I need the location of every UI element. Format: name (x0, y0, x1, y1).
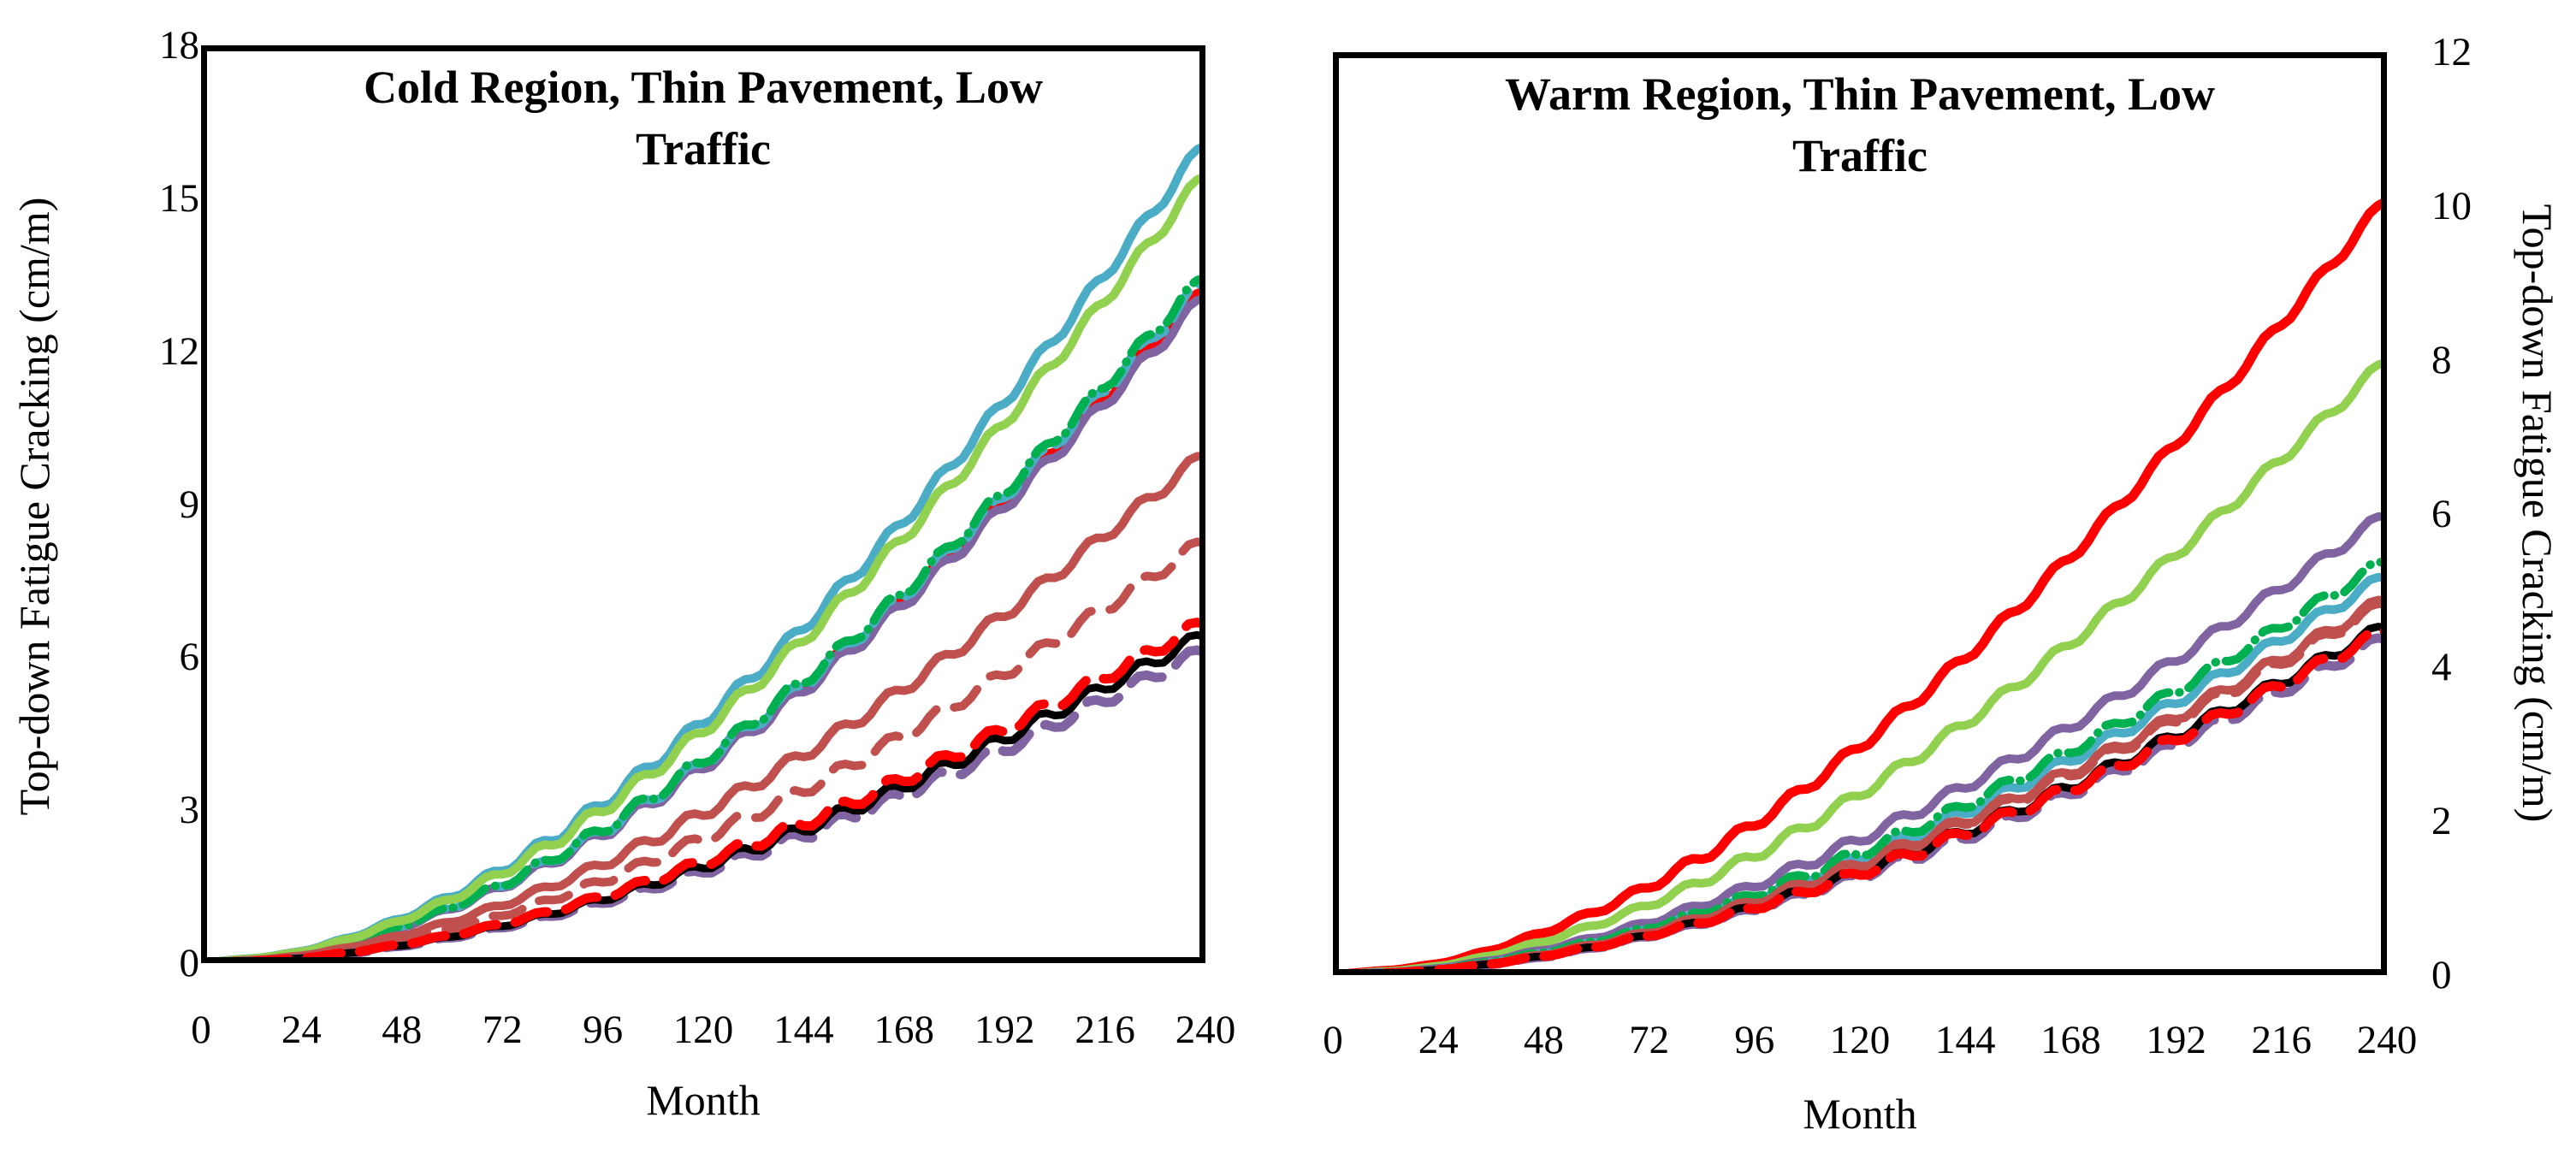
x-tick-label-120: 120 (672, 1008, 734, 1052)
y-axis-title-left: Top-down Fatigue Cracking (cm/m) (10, 197, 58, 816)
chart-title-line-2: Traffic (636, 123, 771, 174)
series-line-green-solid (1333, 358, 2387, 975)
chart-title-line-1: Cold Region, Thin Pavement, Low (363, 62, 1044, 113)
x-tick-label-96: 96 (1734, 1018, 1775, 1062)
x-tick-label-120: 120 (1829, 1018, 1891, 1062)
chart-title-line-2: Traffic (1792, 130, 1928, 181)
series-line-brown-solid (1333, 595, 2387, 975)
y-tick-label-12: 12 (159, 328, 199, 374)
plot-area-warm (1333, 52, 2387, 975)
x-tick-label-72: 72 (1629, 1018, 1670, 1062)
x-tick-label-0: 0 (1323, 1018, 1343, 1062)
y-tick-label-0: 0 (179, 941, 200, 985)
y-tick-label-15: 15 (159, 175, 199, 221)
x-tick-label-216: 216 (1075, 1008, 1135, 1052)
x-tick-label-168: 168 (2040, 1018, 2101, 1062)
x-tick-label-216: 216 (2251, 1018, 2312, 1062)
x-axis-title-right-chart: Month (1803, 1090, 1917, 1138)
x-tick-label-48: 48 (1523, 1018, 1564, 1062)
x-tick-label-24: 24 (281, 1008, 322, 1052)
series-line-purple-dashed (201, 645, 1205, 963)
y-tick-label-0: 0 (2431, 953, 2452, 997)
series-line-purple-solid (201, 293, 1205, 963)
y-tick-label-6: 6 (2431, 491, 2452, 536)
y-tick-label-4: 4 (2431, 645, 2452, 690)
series-line-teal-dashed (201, 278, 1205, 963)
y-tick-label-8: 8 (2431, 337, 2452, 382)
plot-area-cold (201, 45, 1205, 963)
chart-title-line-1: Warm Region, Thin Pavement, Low (1504, 68, 2215, 120)
x-axis-title-left-chart: Month (646, 1076, 761, 1124)
x-tick-label-240: 240 (2356, 1018, 2418, 1062)
x-tick-label-144: 144 (1934, 1018, 1996, 1062)
y-tick-label-2: 2 (2431, 799, 2452, 844)
y-tick-label-18: 18 (159, 23, 199, 68)
x-tick-label-240: 240 (1175, 1008, 1236, 1052)
plot-border (201, 45, 1205, 963)
series-line-teal-solid (201, 141, 1205, 963)
series-line-teal-dashed (1333, 572, 2387, 975)
x-tick-label-192: 192 (2146, 1018, 2206, 1062)
x-tick-label-168: 168 (873, 1008, 935, 1052)
series-line-red-dashed (201, 618, 1205, 963)
x-tick-label-0: 0 (191, 1008, 211, 1052)
x-tick-label-96: 96 (583, 1008, 624, 1052)
plot-border (1333, 52, 2387, 975)
y-tick-label-12: 12 (2431, 30, 2472, 74)
series-line-red-solid (1333, 196, 2387, 975)
chart-title-cold: Cold Region, Thin Pavement, Low Traffic (201, 56, 1205, 180)
series-line-red-dashed (1333, 625, 2387, 975)
series-line-black-solid (201, 630, 1205, 963)
y-tick-label-6: 6 (179, 635, 200, 680)
series-line-green-solid (201, 171, 1205, 963)
x-tick-label-144: 144 (773, 1008, 834, 1052)
series-line-black-solid (1333, 623, 2387, 975)
x-tick-label-48: 48 (382, 1008, 423, 1052)
chart-title-warm: Warm Region, Thin Pavement, Low Traffic (1333, 63, 2387, 186)
series-line-brown-solid (201, 452, 1205, 963)
series-line-red-solid (201, 287, 1205, 963)
y-tick-label-3: 3 (179, 788, 200, 833)
y-tick-label-9: 9 (179, 482, 200, 527)
x-tick-label-24: 24 (1418, 1018, 1459, 1062)
series-line-teal-solid (1333, 572, 2387, 975)
series-line-green-dash-dot (201, 273, 1205, 963)
y-tick-label-10: 10 (2431, 183, 2472, 228)
x-tick-label-192: 192 (974, 1008, 1035, 1052)
series-line-brown-dashed (201, 537, 1205, 963)
x-tick-label-72: 72 (482, 1008, 523, 1052)
